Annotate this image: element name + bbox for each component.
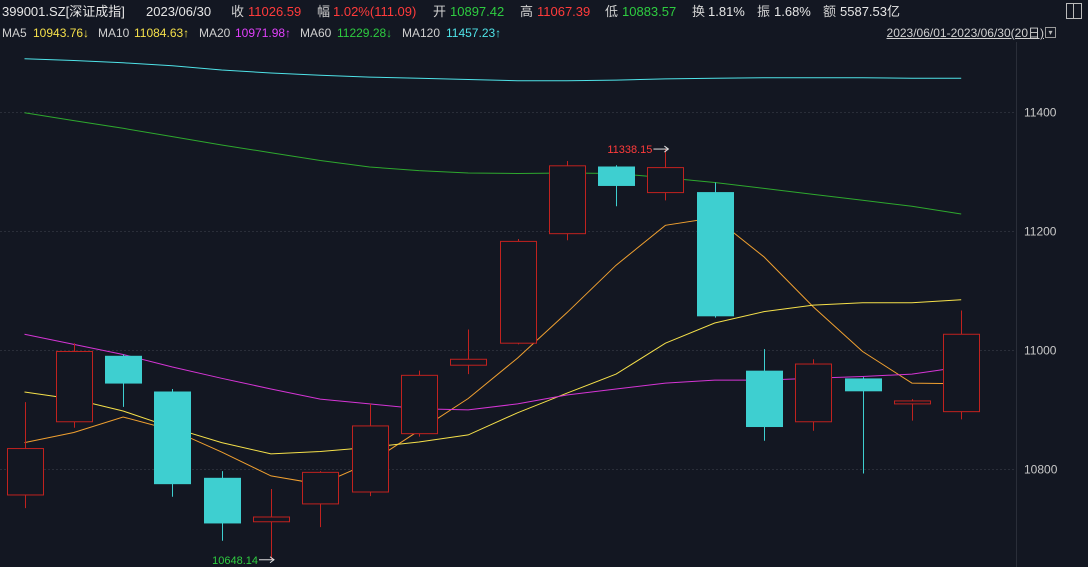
amount-label: 额 [823, 4, 837, 19]
candle-body-down [204, 477, 241, 524]
candlestick-chart[interactable]: 10800 11000 11200 11400 11338.15 10648.14 [0, 42, 1088, 567]
change-label: 幅 [317, 4, 331, 19]
y-tick-label: 11400 [1024, 106, 1057, 120]
candle-body-down [154, 391, 191, 485]
candle-body-down [845, 378, 882, 392]
close-label: 收 [231, 4, 245, 19]
candle-body-up [253, 516, 290, 523]
ma10-label: MA10 [98, 26, 130, 40]
candle-body-up [549, 165, 586, 235]
annotation-arrow-head [664, 145, 670, 153]
high-label: 高 [520, 4, 534, 19]
ma20-label: MA20 [199, 26, 231, 40]
ma5-value: 10943.76↓ [33, 26, 90, 40]
candle-body-up [401, 374, 438, 435]
high-annotation-label: 11338.15 [607, 144, 652, 156]
candle-body-down [746, 370, 783, 428]
amplitude-value: 1.68% [774, 4, 811, 19]
candle-body-up [795, 363, 832, 423]
low-value: 10883.57 [622, 4, 677, 19]
ma-line-ma60 [24, 112, 962, 215]
open-label: 开 [433, 4, 447, 19]
turnover-label: 换 [692, 4, 706, 19]
chevron-down-icon[interactable]: ▾ [1045, 27, 1056, 38]
ma5-label: MA5 [2, 26, 27, 40]
security-code: 399001.SZ[深证成指] [2, 4, 125, 19]
candle-body-down [697, 192, 734, 317]
candle-body-up [943, 333, 980, 413]
annotation-arrow-head [269, 556, 275, 564]
ma120-label: MA120 [402, 26, 441, 40]
y-tick-label: 10800 [1024, 463, 1058, 477]
candle-body-down [598, 166, 635, 186]
low-label: 低 [605, 4, 619, 19]
y-tick-label: 11000 [1024, 344, 1057, 358]
candle-body-up [352, 425, 389, 493]
amount-value: 5587.53亿 [840, 4, 900, 19]
layout-toggle-icon[interactable] [1066, 3, 1082, 19]
ma120-value: 11457.23↑ [446, 26, 502, 40]
candle-body-up [647, 167, 684, 194]
candle-body-up [7, 448, 44, 496]
open-value: 10897.42 [450, 4, 505, 19]
low-annotation-label: 10648.14 [212, 555, 258, 567]
ma60-value: 11229.28↓ [337, 26, 393, 40]
amplitude-label: 振 [757, 4, 771, 19]
date-range-selector[interactable]: 2023/06/01-2023/06/30(20日) [886, 26, 1044, 40]
quote-header: 399001.SZ[深证成指] 2023/06/30 收 11026.59 幅 … [0, 0, 1088, 24]
ma60-label: MA60 [300, 26, 332, 40]
candle-body-up [894, 400, 931, 405]
candle-body-up [500, 240, 537, 344]
close-value: 11026.59 [248, 4, 302, 19]
quote-date: 2023/06/30 [146, 4, 212, 19]
ma-legend: MA5 10943.76↓ MA10 11084.63↑ MA20 10971.… [0, 24, 1088, 42]
ma20-value: 10971.98↑ [235, 26, 292, 40]
change-value: 1.02%(111.09) [333, 4, 417, 19]
ma-line-ma120 [24, 58, 962, 82]
turnover-value: 1.81% [708, 4, 745, 19]
ma10-value: 11084.63↑ [134, 26, 190, 40]
candle-body-up [450, 358, 487, 366]
candle-body-down [105, 355, 142, 384]
candle-body-up [56, 351, 93, 423]
high-value: 11067.39 [537, 4, 591, 19]
y-tick-label: 11200 [1024, 225, 1057, 239]
candle-body-up [302, 471, 339, 505]
